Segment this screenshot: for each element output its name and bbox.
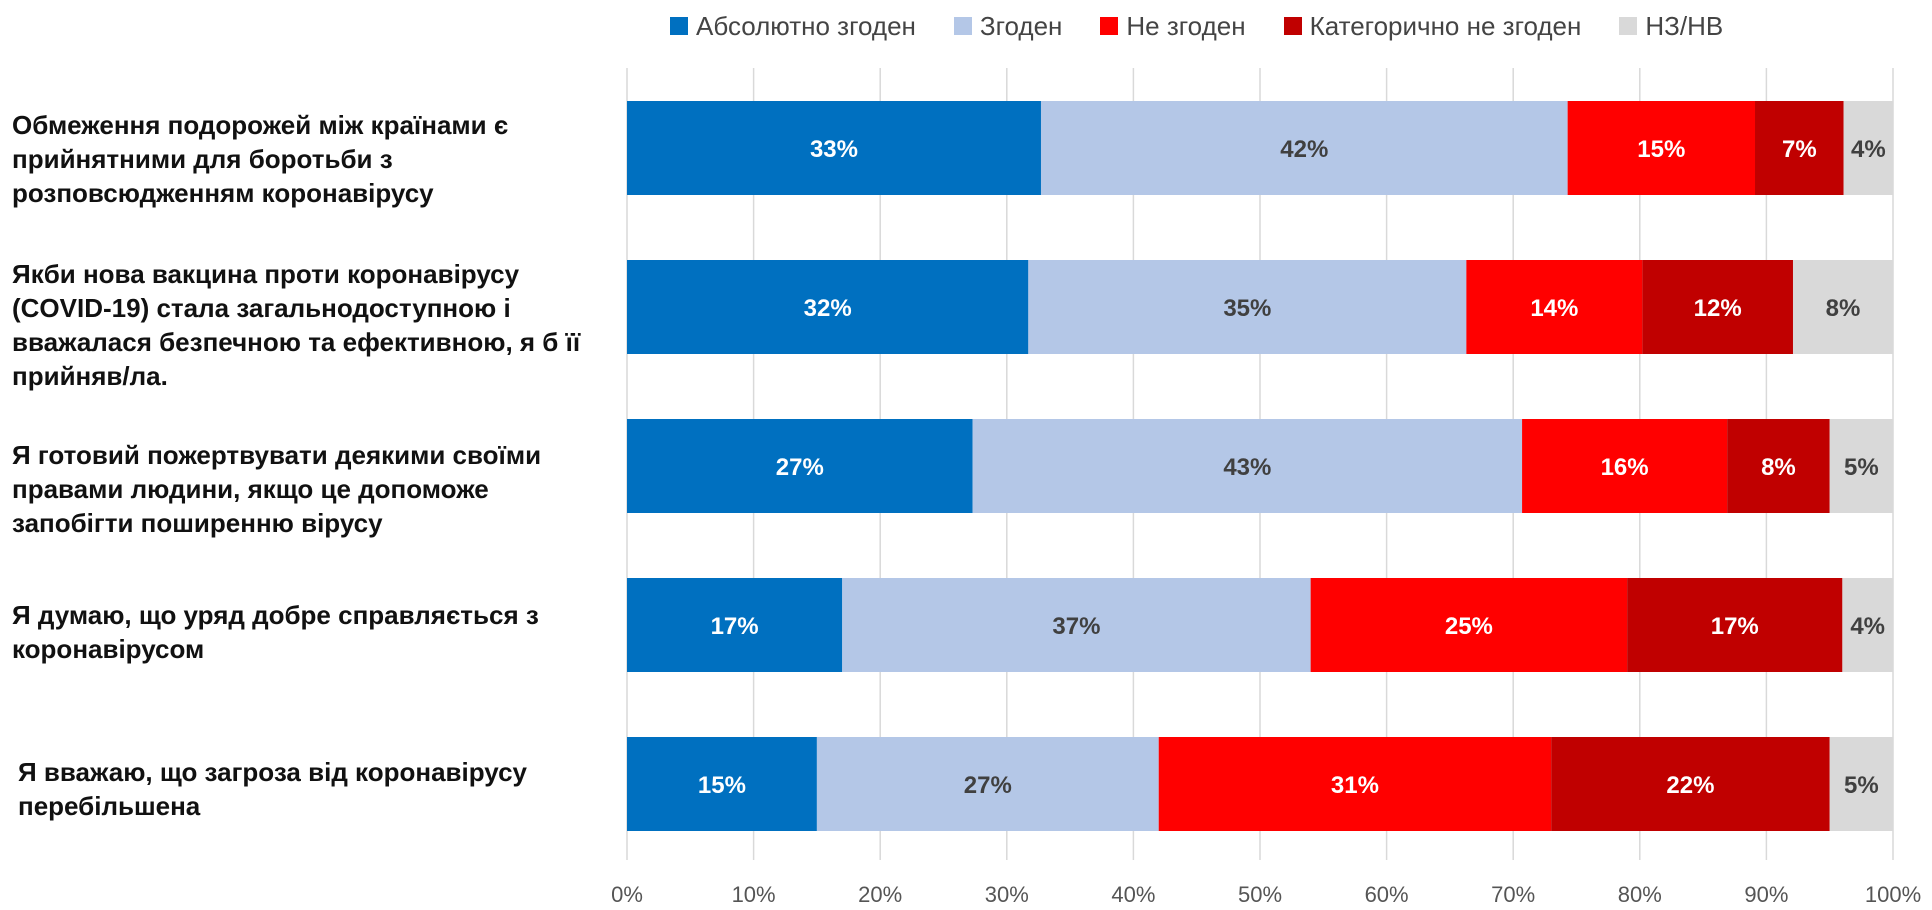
bar-segment — [1829, 419, 1893, 513]
x-tick-label: 50% — [1238, 882, 1282, 907]
row-label-government: Я думаю, що уряд добре справляється з ко… — [12, 600, 539, 664]
data-label: 16% — [1601, 454, 1649, 481]
data-label: 15% — [698, 772, 746, 799]
bar-segment — [627, 260, 1029, 354]
legend-label: Згоден — [979, 10, 1063, 41]
legend-swatch — [670, 17, 688, 35]
legend-label: Абсолютно згоден — [696, 10, 916, 41]
data-label: 15% — [1637, 136, 1685, 163]
data-label: 42% — [1280, 136, 1328, 163]
data-label: 7% — [1782, 136, 1817, 163]
data-label: 25% — [1445, 613, 1493, 640]
chart-legend: Абсолютно згоден Згоден Не згоден Катего… — [670, 8, 1723, 44]
data-label: 17% — [1711, 613, 1759, 640]
bar-segment — [1792, 260, 1893, 354]
data-label: 4% — [1850, 613, 1885, 640]
bar-segment — [1466, 260, 1643, 354]
data-label: 27% — [964, 772, 1012, 799]
x-tick-label: 60% — [1365, 882, 1409, 907]
legend-label: Не згоден — [1126, 10, 1246, 41]
bar-segment — [1642, 260, 1793, 354]
x-tick-label: 30% — [985, 882, 1029, 907]
x-tick-label: 10% — [732, 882, 776, 907]
bar-segment — [1842, 578, 1893, 672]
legend-item-disagree: Не згоден — [1100, 10, 1246, 42]
bar-segment — [627, 419, 973, 513]
legend-label: НЗ/НВ — [1645, 10, 1724, 41]
data-label: 5% — [1844, 772, 1879, 799]
legend-swatch — [1100, 17, 1119, 35]
bar-segment — [1567, 101, 1756, 195]
legend-item-absolutely-agree: Абсолютно згоден — [670, 11, 916, 42]
bar-segment — [1627, 578, 1843, 672]
bar-segment — [1551, 737, 1830, 831]
bar-segment — [816, 737, 1159, 831]
bar-segment — [1755, 101, 1844, 195]
row-label-threat-exaggerated: Я вважаю, що загроза від коронавірусу пе… — [18, 757, 528, 821]
bar-segment — [1310, 578, 1628, 672]
row-label-human-rights: Я готовий пожертвувати деякими своїми пр… — [12, 440, 542, 538]
bar-segment — [1727, 419, 1830, 513]
x-tick-label: 70% — [1491, 882, 1535, 907]
bar-segment — [1843, 101, 1893, 195]
legend-item-strongly-disagree: Категорично не згоден — [1283, 10, 1582, 42]
bar-segment — [972, 419, 1523, 513]
data-label: 32% — [804, 295, 852, 322]
data-label: 43% — [1223, 454, 1271, 481]
legend-label: Категорично не згоден — [1309, 10, 1582, 41]
legend-item-dont-know: НЗ/НВ — [1619, 11, 1723, 42]
bar-segment — [627, 737, 817, 831]
row-label-travel-restrictions: Обмеження подорожей між країнами є прийн… — [12, 110, 509, 208]
x-tick-label: 40% — [1111, 882, 1155, 907]
x-tick-label: 100% — [1865, 882, 1921, 907]
legend-swatch — [1283, 17, 1302, 35]
data-label: 17% — [711, 613, 759, 640]
data-label: 5% — [1844, 454, 1879, 481]
row-label-vaccine: Якби нова вакцина проти коронавірусу (CO… — [12, 259, 581, 391]
data-label: 8% — [1761, 454, 1796, 481]
data-label: 4% — [1851, 136, 1886, 163]
bar-segment — [1829, 737, 1893, 831]
x-tick-label: 20% — [858, 882, 902, 907]
legend-swatch — [953, 17, 972, 35]
data-label: 22% — [1666, 772, 1714, 799]
data-label: 35% — [1223, 295, 1271, 322]
x-tick-label: 0% — [611, 882, 643, 907]
x-tick-label: 80% — [1618, 882, 1662, 907]
x-tick-label: 90% — [1744, 882, 1788, 907]
bar-segment — [1158, 737, 1552, 831]
bar-segment — [1040, 101, 1568, 195]
data-label: 37% — [1052, 613, 1100, 640]
data-label: 31% — [1331, 772, 1379, 799]
legend-item-agree: Згоден — [953, 10, 1063, 42]
bar-segment — [1028, 260, 1467, 354]
data-label: 12% — [1694, 295, 1742, 322]
data-label: 33% — [810, 136, 858, 163]
legend-swatch — [1619, 17, 1638, 35]
bar-segment — [1522, 419, 1728, 513]
bar-segment — [842, 578, 1311, 672]
data-label: 27% — [776, 454, 824, 481]
bar-segment — [627, 578, 843, 672]
data-label: 8% — [1826, 295, 1861, 322]
data-label: 14% — [1530, 295, 1578, 322]
bar-segment — [627, 101, 1041, 195]
